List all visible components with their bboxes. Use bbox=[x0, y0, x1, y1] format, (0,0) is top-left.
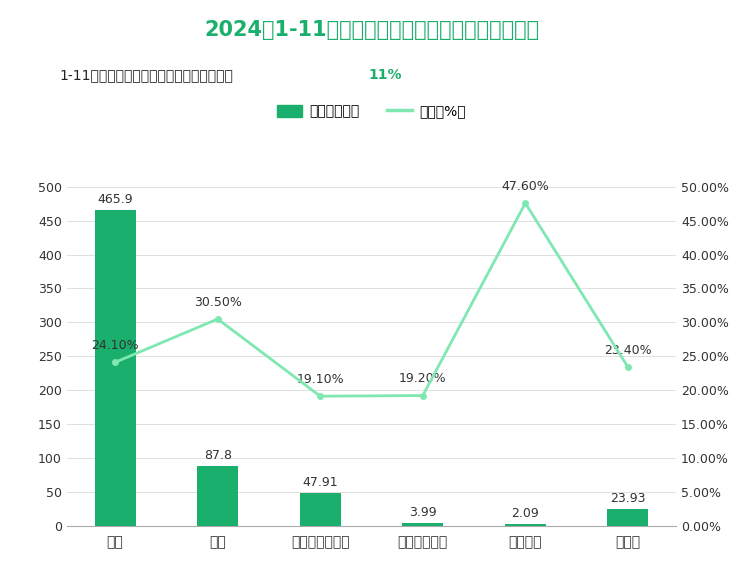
Text: 11%: 11% bbox=[368, 68, 401, 82]
Text: 47.91: 47.91 bbox=[302, 476, 338, 489]
Text: 47.60%: 47.60% bbox=[502, 180, 549, 193]
Bar bbox=[608, 509, 649, 526]
Text: 30.50%: 30.50% bbox=[194, 296, 241, 309]
Text: 3.99: 3.99 bbox=[409, 506, 437, 519]
Text: 87.8: 87.8 bbox=[204, 449, 232, 462]
Bar bbox=[402, 523, 444, 526]
Text: 465.9: 465.9 bbox=[97, 193, 133, 206]
Text: 23.93: 23.93 bbox=[610, 492, 646, 505]
Text: 24.10%: 24.10% bbox=[91, 339, 139, 352]
Text: 19.10%: 19.10% bbox=[296, 373, 344, 386]
Bar bbox=[197, 466, 239, 526]
Bar bbox=[299, 493, 341, 526]
Bar bbox=[504, 524, 546, 526]
Legend: 产量（万吨）, 增长（%）: 产量（万吨）, 增长（%） bbox=[272, 99, 471, 124]
Text: 1-11月，全市规模以上工业增加值同比增长: 1-11月，全市规模以上工业增加值同比增长 bbox=[59, 68, 233, 82]
Text: 19.20%: 19.20% bbox=[399, 373, 447, 385]
Text: 23.40%: 23.40% bbox=[604, 344, 652, 357]
Bar bbox=[94, 210, 135, 526]
Text: 2024年1-11月武威市工业主要产品产量及增长情况: 2024年1-11月武威市工业主要产品产量及增长情况 bbox=[204, 20, 539, 40]
Text: 2.09: 2.09 bbox=[511, 507, 539, 520]
